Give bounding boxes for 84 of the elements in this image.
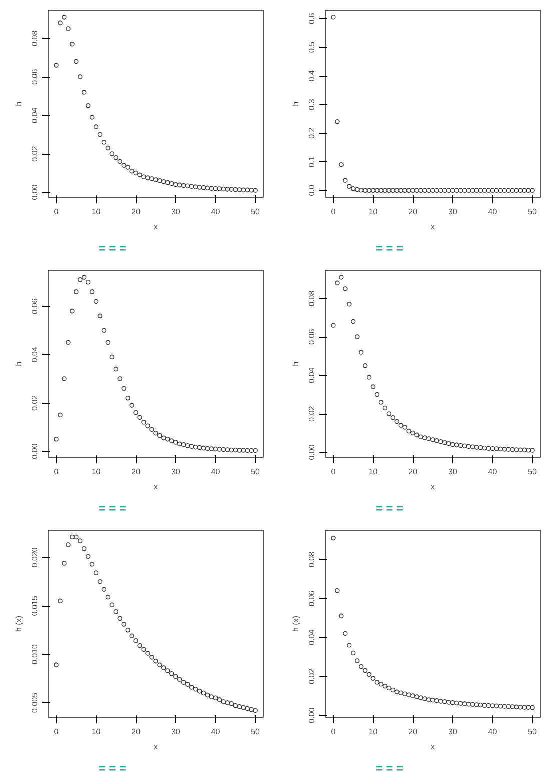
x-tick-label: 50 (528, 728, 538, 736)
y-tick-label: 0.5 (308, 41, 316, 53)
y-axis-title: h (14, 362, 24, 366)
y-tick-label: 0.00 (308, 707, 316, 724)
x-tick-label: 40 (211, 728, 221, 736)
x-tick-label: 30 (171, 208, 181, 216)
y-tick-label: 0.6 (308, 12, 316, 24)
x-tick-label: 30 (171, 728, 181, 736)
y-tick-label: 0.005 (30, 692, 40, 713)
y-tick-label: 0.04 (30, 346, 40, 363)
x-tick-label: 20 (132, 728, 142, 736)
y-tick-label: 0.02 (308, 668, 316, 684)
x-tick-label: 40 (488, 728, 498, 736)
x-tick-label: 30 (448, 208, 458, 216)
x-axis-title: x (154, 482, 158, 492)
y-tick-label: 0.06 (308, 590, 316, 606)
x-axis-title: x (431, 222, 435, 232)
y-tick-label: 0.04 (308, 629, 316, 646)
text: = = = (98, 242, 127, 256)
x-tick-label: 10 (368, 468, 378, 476)
x-axis-title: x (431, 742, 435, 752)
y-tick-label: 0.02 (308, 406, 316, 422)
y-tick-label: 0.015 (30, 596, 40, 616)
y-axis-title: h (292, 362, 300, 366)
x-axis-title: x (154, 222, 158, 232)
y-tick-label: 0.06 (30, 298, 40, 314)
x-tick-label: 50 (251, 728, 261, 736)
x-axis-title: x (154, 742, 158, 752)
y-tick-label: 0.00 (308, 444, 316, 460)
x-tick-label: 30 (448, 468, 458, 476)
y-tick-label: 0.020 (30, 547, 40, 568)
x-tick-label: 40 (488, 468, 498, 476)
x-tick-label: 10 (92, 208, 102, 216)
text: = = = (98, 502, 127, 516)
x-tick-label: 20 (132, 208, 142, 216)
text: = = = (376, 762, 404, 776)
x-tick-label: 40 (488, 208, 498, 216)
x-tick-label: 0 (54, 208, 60, 216)
text: = = = (98, 762, 127, 776)
x-tick-label: 20 (408, 468, 418, 476)
text: = = = (376, 242, 404, 256)
x-tick-label: 10 (92, 728, 102, 736)
x-tick-label: 10 (92, 468, 102, 476)
y-tick-label: 0.010 (30, 644, 40, 665)
y-tick-label: 0.3 (308, 98, 316, 110)
y-tick-label: 0.2 (308, 127, 316, 139)
x-tick-label: 0 (54, 468, 60, 476)
x-tick-label: 40 (211, 208, 221, 216)
x-tick-label: 10 (368, 208, 378, 216)
x-tick-label: 0 (331, 728, 336, 736)
y-tick-label: 0.08 (308, 551, 316, 568)
x-tick-label: 20 (408, 208, 418, 216)
y-tick-label: 0.06 (308, 328, 316, 345)
x-tick-label: 0 (54, 728, 60, 736)
x-tick-label: 50 (251, 208, 261, 216)
x-tick-label: 20 (132, 468, 142, 476)
y-axis-title: h (292, 102, 300, 106)
y-tick-label: 0.08 (30, 30, 40, 46)
x-tick-label: 50 (251, 468, 261, 476)
y-tick-label: 0.4 (308, 70, 316, 82)
y-tick-label: 0.00 (30, 184, 40, 200)
x-tick-label: 30 (448, 728, 458, 736)
x-tick-label: 30 (171, 468, 181, 476)
y-tick-label: 0.06 (30, 68, 40, 85)
x-tick-label: 50 (528, 208, 538, 216)
x-tick-label: 0 (331, 208, 336, 216)
x-tick-label: 50 (528, 468, 538, 476)
x-tick-label: 40 (211, 468, 221, 476)
y-axis-title: h (x) (292, 616, 300, 632)
text: = = = (376, 502, 404, 516)
x-tick-label: 10 (368, 728, 378, 736)
y-tick-label: 0.08 (308, 290, 316, 306)
y-axis-title: h (x) (14, 616, 24, 632)
y-tick-label: 0.02 (30, 146, 40, 162)
y-tick-label: 0.04 (308, 367, 316, 384)
y-axis-title: h (14, 102, 24, 106)
x-tick-label: 0 (331, 468, 336, 476)
x-tick-label: 20 (408, 728, 418, 736)
y-tick-label: 0.0 (308, 184, 316, 196)
y-tick-label: 0.00 (30, 443, 40, 460)
y-tick-label: 0.1 (308, 156, 316, 168)
y-tick-label: 0.02 (30, 394, 40, 411)
y-tick-label: 0.04 (30, 107, 40, 124)
x-axis-title: x (431, 482, 435, 492)
